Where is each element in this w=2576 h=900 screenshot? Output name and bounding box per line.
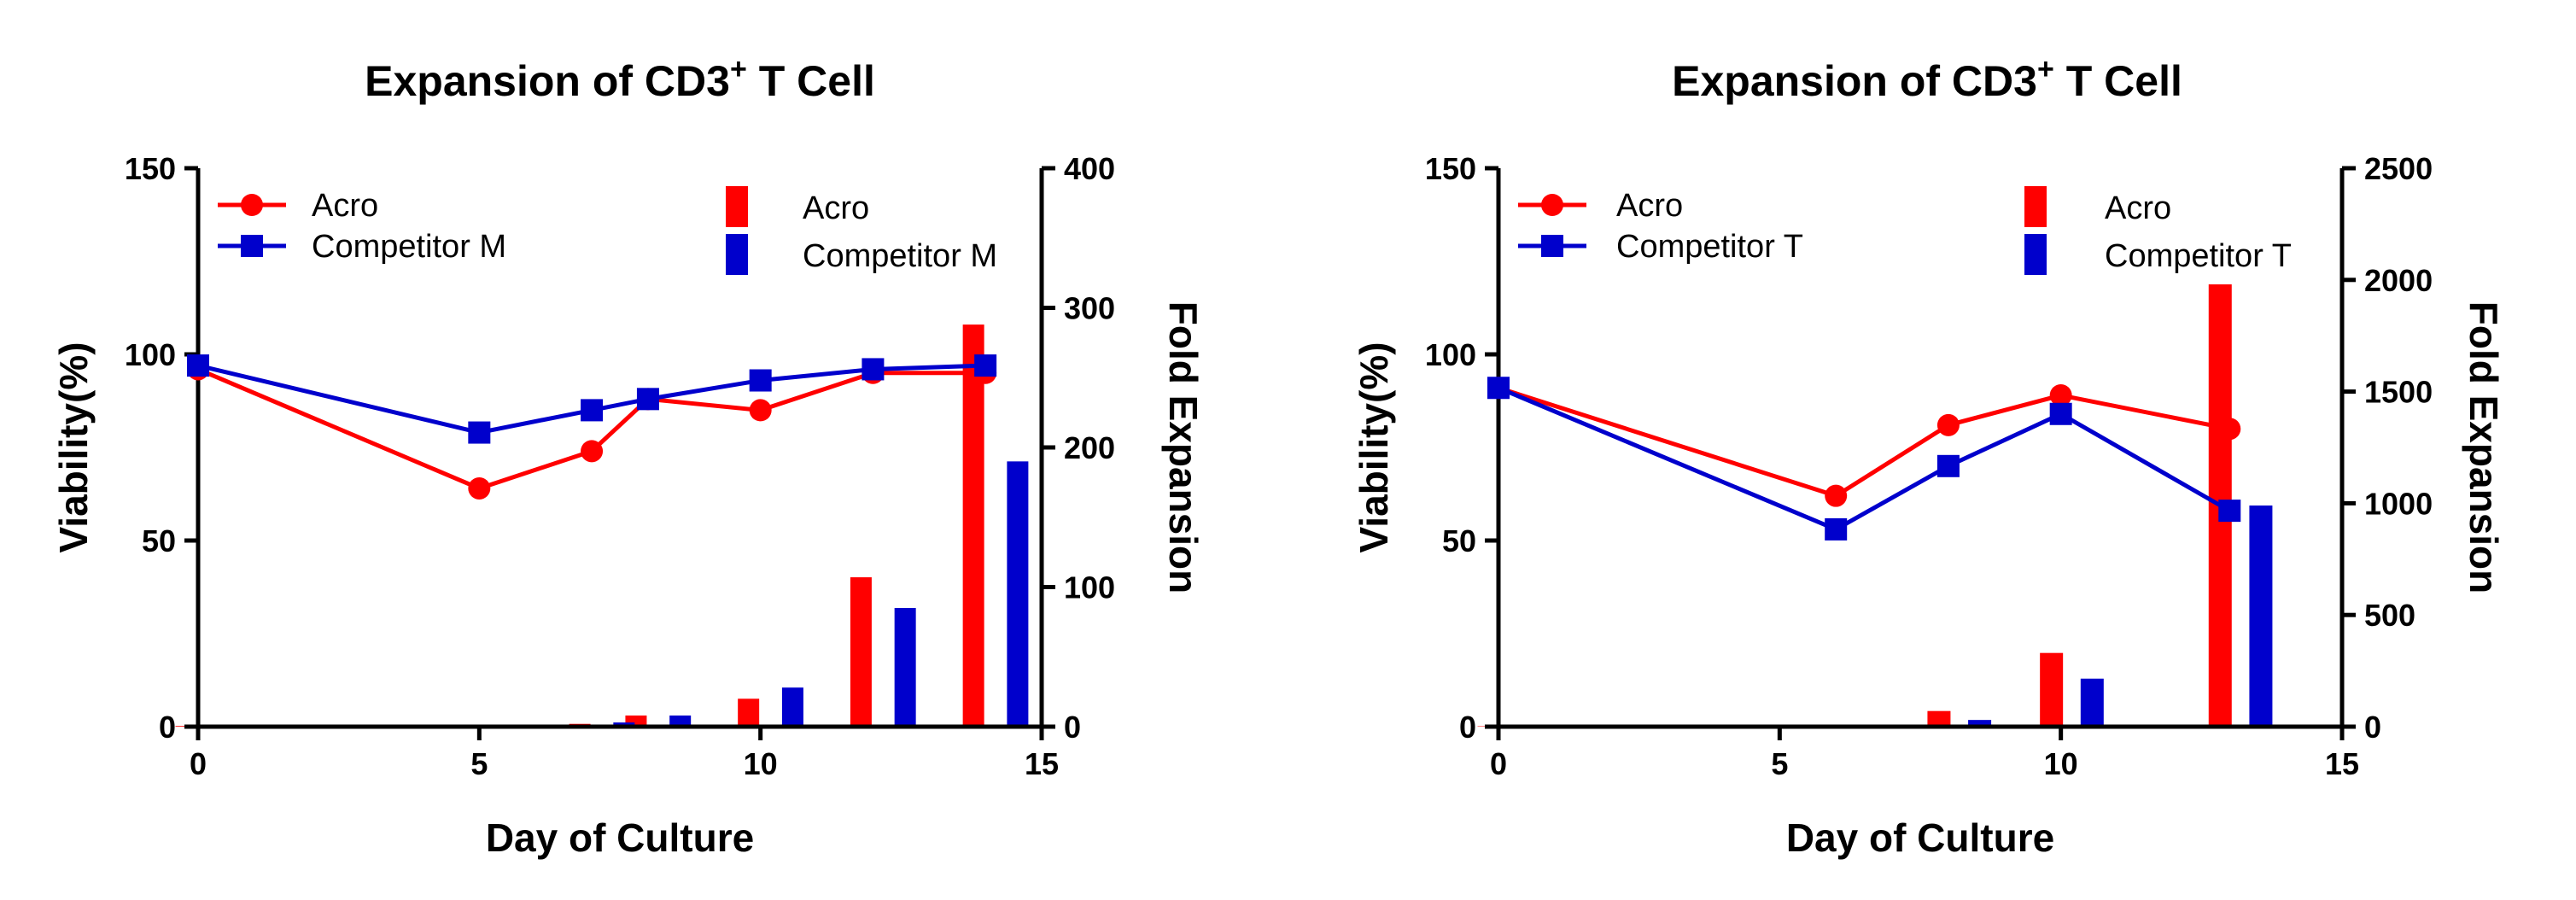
right-y-tick-label: 100 — [1064, 570, 1115, 605]
point-acro-day-10 — [749, 399, 772, 422]
left-y-tick-label: 150 — [125, 151, 176, 186]
x-tick-label: 10 — [744, 746, 778, 781]
point-competitor-m-day-5 — [468, 421, 491, 444]
right-y-tick-label: 0 — [2364, 710, 2381, 745]
legend-circle-marker — [1541, 194, 1563, 216]
point-acro-day-10 — [2049, 383, 2072, 406]
legend-line-label: Acro — [1616, 188, 1683, 224]
x-tick-label: 5 — [1771, 746, 1788, 781]
left-y-axis-title: Viability(%) — [1352, 342, 1396, 552]
legend-line-label: Competitor M — [312, 229, 506, 265]
x-tick-label: 0 — [1490, 746, 1507, 781]
left-y-tick-label: 100 — [125, 337, 176, 372]
x-tick-label: 15 — [1025, 746, 1059, 781]
x-tick-label: 10 — [2044, 746, 2078, 781]
right-y-tick-label: 300 — [1064, 291, 1115, 326]
point-acro-day-7 — [581, 440, 604, 463]
bar-competitor-m-day-10 — [781, 687, 803, 727]
point-competitor-t-day-13 — [2218, 500, 2241, 523]
point-acro-day-13 — [2218, 418, 2241, 441]
left-y-tick-label: 50 — [142, 523, 176, 558]
point-acro-day-6 — [1825, 484, 1848, 507]
chart-title: Expansion of CD3+ T Cell — [1672, 53, 2182, 105]
chart-title-main: Expansion of CD3 — [1672, 57, 2037, 105]
legend-bar-swatch — [2024, 186, 2047, 227]
point-competitor-m-day-12 — [862, 358, 885, 381]
bar-competitor-t-day-13 — [2249, 506, 2273, 727]
bar-acro-day-12 — [850, 577, 872, 727]
chart-title-superscript: + — [2037, 53, 2054, 85]
point-competitor-t-day-0 — [1487, 377, 1510, 400]
bar-acro-day-10 — [738, 698, 760, 727]
bar-competitor-t-day-8 — [1968, 720, 1992, 727]
bar-competitor-m-day-12 — [894, 608, 916, 727]
right-y-tick-label: 1000 — [2364, 486, 2433, 521]
bar-competitor-t-day-10 — [2080, 678, 2104, 727]
line-acro — [1498, 385, 2230, 499]
right-y-tick-label: 0 — [1064, 710, 1081, 745]
left-y-tick-label: 50 — [1442, 523, 1476, 558]
legend-circle-marker — [241, 194, 263, 216]
right-y-tick-label: 2000 — [2364, 263, 2433, 298]
x-tick-label: 0 — [190, 746, 207, 781]
point-competitor-m-day-8 — [636, 388, 659, 411]
point-acro-day-5 — [468, 476, 491, 500]
chart-title-superscript: + — [730, 53, 747, 85]
right-y-tick-label: 2500 — [2364, 151, 2433, 186]
point-competitor-m-day-7 — [581, 399, 604, 422]
chart-title: Expansion of CD3+ T Cell — [365, 53, 875, 105]
right-y-axis-title: Fold Expansion — [1161, 301, 1206, 593]
point-acro-day-8 — [1936, 413, 1960, 436]
point-competitor-m-day-0 — [187, 354, 209, 377]
left-y-tick-label: 100 — [1425, 337, 1476, 372]
right-y-tick-label: 500 — [2364, 598, 2415, 633]
legend-bar-swatch — [2024, 234, 2047, 275]
bar-competitor-m-day-8 — [669, 715, 692, 727]
right-y-axis-title: Fold Expansion — [2462, 301, 2506, 593]
left-y-tick-label: 150 — [1425, 151, 1476, 186]
legend-bar-label: Acro — [803, 190, 869, 226]
line-acro — [197, 367, 986, 491]
bar-acro-day-8 — [1927, 710, 1951, 727]
bar-competitor-m-day-14 — [1007, 461, 1029, 727]
right-y-tick-label: 1500 — [2364, 375, 2433, 410]
legend-bar-label: Acro — [2105, 190, 2171, 226]
legend-square-marker — [1541, 235, 1563, 257]
point-competitor-m-day-14 — [974, 354, 997, 377]
left-y-tick-label: 0 — [1459, 710, 1476, 745]
chart-title-suffix: T Cell — [2054, 57, 2182, 105]
bar-acro-day-10 — [2040, 652, 2064, 727]
point-competitor-t-day-6 — [1825, 517, 1848, 541]
chart-title-main: Expansion of CD3 — [365, 57, 730, 105]
x-tick-label: 5 — [470, 746, 488, 781]
chart-title-suffix: T Cell — [747, 57, 875, 105]
legend-square-marker — [241, 235, 263, 257]
right-y-tick-label: 400 — [1064, 151, 1115, 186]
point-competitor-m-day-10 — [749, 369, 772, 392]
legend-line-label: Competitor T — [1616, 229, 1803, 265]
legend-bar-swatch — [726, 234, 748, 275]
legend-bar-swatch — [726, 186, 748, 227]
legend-line-label: Acro — [312, 188, 378, 224]
point-competitor-t-day-8 — [1936, 454, 1960, 477]
x-axis-title: Day of Culture — [1786, 815, 2054, 860]
legend-bar-label: Competitor M — [803, 238, 997, 274]
bar-acro-day-14 — [962, 324, 984, 727]
right-y-tick-label: 200 — [1064, 430, 1115, 465]
x-axis-title: Day of Culture — [486, 815, 754, 860]
point-competitor-t-day-10 — [2049, 402, 2072, 425]
left-y-axis-title: Viability(%) — [51, 342, 96, 552]
left-y-tick-label: 0 — [159, 710, 176, 745]
legend-bar-label: Competitor T — [2105, 238, 2292, 274]
x-tick-label: 15 — [2325, 746, 2359, 781]
